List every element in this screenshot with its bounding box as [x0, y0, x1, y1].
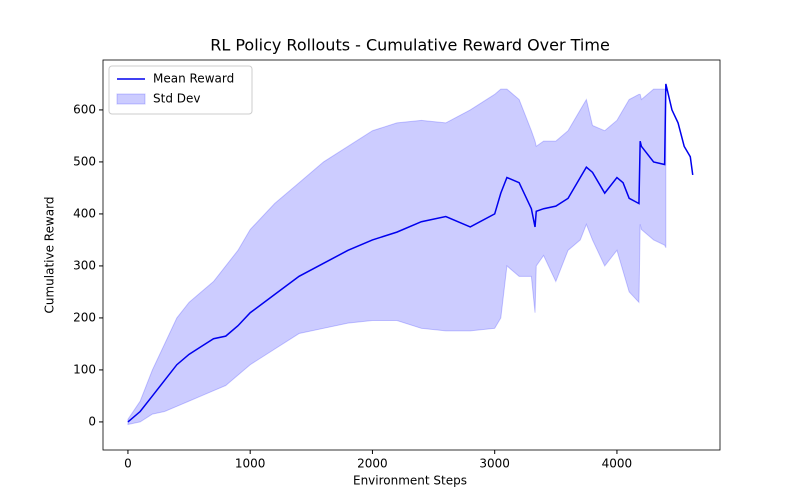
mean-line: [127, 83, 694, 423]
y-tick-label: 600: [73, 102, 96, 116]
legend-swatch: [116, 93, 146, 105]
y-axis-label: Cumulative Reward: [43, 197, 57, 314]
y-tick-label: 100: [73, 362, 96, 376]
x-tick-label: 4000: [602, 457, 633, 471]
y-tick-label: 0: [88, 414, 96, 428]
y-tick-label: 300: [73, 258, 96, 272]
legend-label: Std Dev: [153, 92, 200, 106]
chart-title: RL Policy Rollouts - Cumulative Reward O…: [210, 36, 610, 55]
y-tick-label: 200: [73, 310, 96, 324]
y-tick-label: 500: [73, 154, 96, 168]
x-tick-label: 0: [124, 457, 132, 471]
x-axis-label: Environment Steps: [353, 474, 467, 488]
x-tick-label: 2000: [357, 457, 388, 471]
legend-label: Mean Reward: [153, 72, 234, 86]
std-band: [127, 88, 667, 426]
x-tick-label: 1000: [235, 457, 266, 471]
y-tick-label: 400: [73, 206, 96, 220]
plot-frame: [102, 59, 721, 451]
legend-box: [108, 65, 253, 115]
x-tick-label: 3000: [479, 457, 510, 471]
